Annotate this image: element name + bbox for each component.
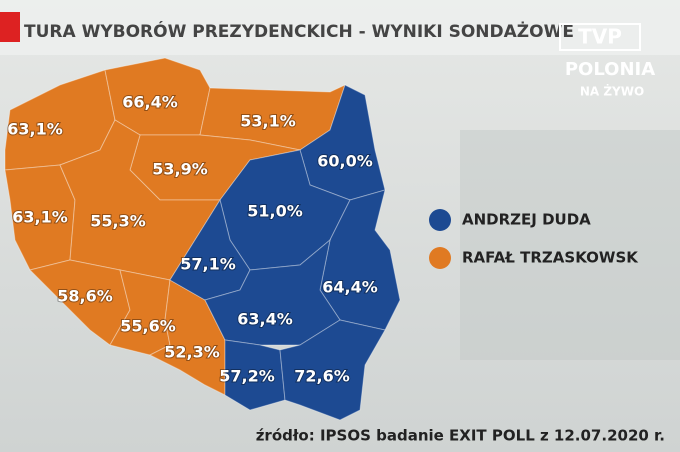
region-label: 66,4% [122, 93, 178, 112]
logo-channel: POLONIA [565, 59, 655, 80]
region-label: 51,0% [247, 202, 303, 221]
source: źródło: IPSOS badanie EXIT POLL z 12.07.… [256, 427, 665, 445]
region-label: 60,0% [317, 152, 373, 171]
map: 63,1% 66,4% 53,1% 53,9% 63,1% 55,3% 58,6% 55,6%… [4, 57, 401, 421]
region-label: 72,6% [294, 367, 350, 386]
region-label: 52,3% [164, 343, 220, 362]
region-label: 55,3% [90, 212, 146, 231]
legend-swatch [429, 247, 451, 269]
logo-live: NA ŻYWO [580, 84, 644, 99]
region [279, 319, 386, 421]
logo-brand: TVP [578, 25, 622, 49]
region-label: 63,1% [7, 120, 63, 139]
legend-swatch [429, 209, 451, 231]
region-label: 63,1% [12, 208, 68, 227]
region-label: 64,4% [322, 278, 378, 297]
backdrop-building [460, 130, 680, 360]
title-bar [0, 0, 680, 55]
title: TURA WYBORÓW PREZYDENCKICH - WYNIKI SOND… [24, 20, 574, 42]
region-label: 58,6% [57, 287, 113, 306]
legend-label: ANDRZEJ DUDA [462, 211, 591, 229]
corner-tab [0, 12, 20, 42]
region-label: 63,4% [237, 310, 293, 329]
legend-label: RAFAŁ TRZASKOWSK [462, 249, 639, 267]
region-label: 57,2% [219, 367, 275, 386]
legend: ANDRZEJ DUDA RAFAŁ TRZASKOWSK [429, 209, 639, 269]
region [204, 238, 341, 346]
region-label: 53,1% [240, 112, 296, 131]
region-label: 55,6% [120, 317, 176, 336]
region-label: 57,1% [180, 255, 236, 274]
region-label: 53,9% [152, 160, 208, 179]
logo-frame [559, 23, 641, 51]
